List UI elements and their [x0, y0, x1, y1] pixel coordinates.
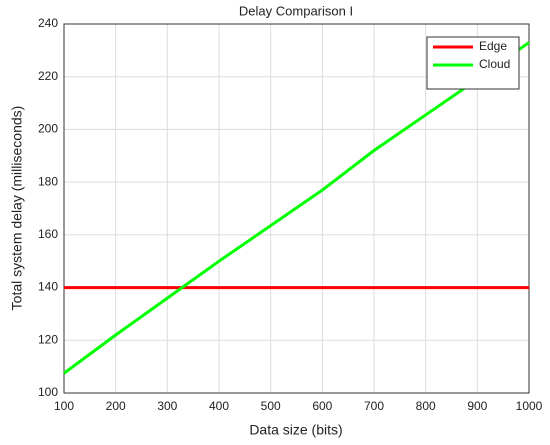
y-tick-label: 180: [38, 174, 58, 188]
y-axis-label: Total system delay (milliseconds): [9, 106, 25, 311]
y-tick-label: 120: [38, 332, 58, 346]
x-tick-label: 600: [312, 399, 332, 413]
x-axis-label: Data size (bits): [249, 422, 342, 438]
y-tick-label: 140: [38, 280, 58, 294]
legend-label: Edge: [479, 39, 507, 53]
x-tick-label: 500: [261, 399, 281, 413]
chart-title: Delay Comparison I: [239, 3, 353, 18]
y-tick-label: 200: [38, 122, 58, 136]
series-line: [63, 41, 530, 375]
x-tick-label: 700: [364, 399, 384, 413]
plot-frame: [63, 23, 530, 394]
x-tick-label: 900: [467, 399, 487, 413]
x-tick-label: 400: [209, 399, 229, 413]
legend: Edge Cloud: [426, 36, 520, 90]
x-tick-label: 200: [106, 399, 126, 413]
y-tick-label: 160: [38, 227, 58, 241]
y-tick-label: 240: [38, 16, 58, 30]
x-tick-label: 800: [416, 399, 436, 413]
legend-label: Cloud: [479, 57, 510, 71]
x-tick-label: 1000: [516, 399, 543, 413]
x-tick-label: 300: [157, 399, 177, 413]
x-tick-label: 100: [54, 399, 74, 413]
y-tick-label: 100: [38, 385, 58, 399]
y-tick-label: 220: [38, 69, 58, 83]
